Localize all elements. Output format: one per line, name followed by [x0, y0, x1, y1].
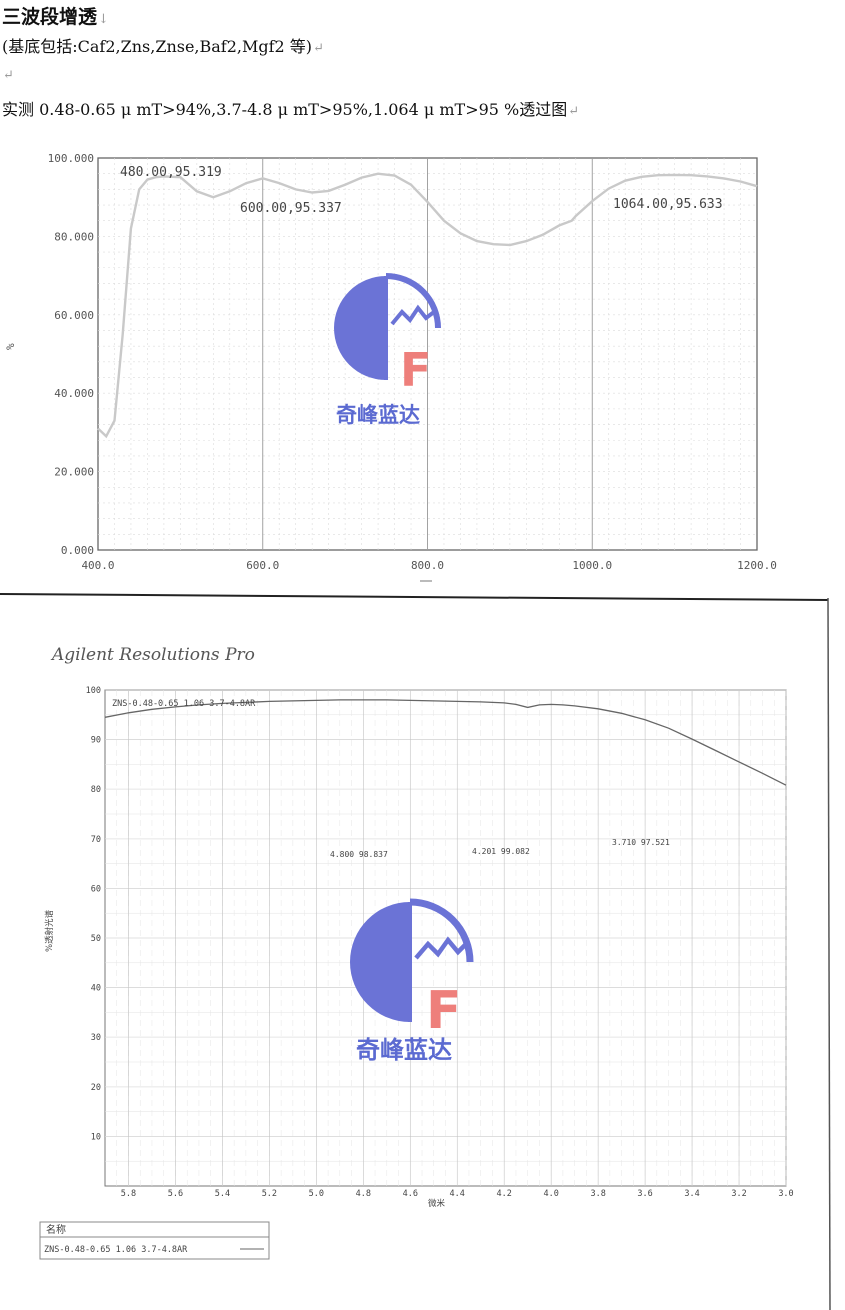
agilent-brand: Agilent Resolutions Pro — [50, 645, 255, 665]
chart2-x-tick-label: 4.6 — [403, 1189, 418, 1199]
chart2-x-tick-label: 5.0 — [309, 1189, 324, 1199]
legend-entry: ZNS-0.48-0.65 1.06 3.7-4.8AR — [44, 1245, 188, 1255]
chart2-x-tick-label: 4.4 — [450, 1189, 465, 1199]
chart2-y-tick-label: 100 — [86, 686, 101, 696]
chart2-x-tick-label: 5.2 — [262, 1189, 277, 1199]
chart2-x-tick-label: 3.8 — [590, 1189, 605, 1199]
chart1-ticks: 400.0 600.0 800.0 1000.0 1200.0 0.000 20.000 40… — [48, 152, 777, 572]
chart1-x-tick-label: 800.0 — [411, 559, 444, 572]
chart2-series-line — [104, 699, 787, 786]
document-title: 三波段增透↓ — [2, 6, 109, 28]
chart1-x-tick-label: 1000.0 — [572, 559, 612, 572]
chart1-x-tick-label: 600.0 — [246, 559, 279, 572]
scan-top-edge — [0, 593, 829, 601]
chart1-y-tick-label: 100.000 — [48, 152, 94, 165]
chart2-annotation: 4.800 98.837 — [330, 850, 388, 859]
chart2-x-tick-label: 5.4 — [215, 1189, 230, 1199]
logo-text: 奇峰蓝达 — [336, 403, 420, 427]
chart2-annotations: 4.800 98.837 4.201 99.082 3.710 97.521 — [330, 838, 670, 859]
chart2-y-tick-label: 80 — [91, 785, 101, 795]
chart2-y-tick-label: 60 — [91, 884, 101, 894]
chart1-y-tick-label: 60.000 — [54, 309, 94, 322]
chart2-x-tick-label: 5.6 — [168, 1189, 183, 1199]
logo-letter: F — [400, 343, 431, 397]
chart1-annotation: 480.00,95.319 — [120, 165, 222, 180]
chart2-x-tick-label: 5.8 — [121, 1189, 136, 1199]
chart1-y-tick-label: 0.000 — [61, 544, 94, 557]
chart2-x-tick-label: 3.2 — [731, 1189, 746, 1199]
chart2-x-tick-label: 4.0 — [543, 1189, 558, 1199]
logo-text: 奇峰蓝达 — [356, 1036, 452, 1064]
chart2-y-tick-label: 20 — [91, 1083, 101, 1093]
substrate-list: (基底包括:Caf2,Zns,Znse,Baf2,Mgf2 等)↵ — [2, 37, 324, 56]
ir-transmission-scan: Agilent Resolutions Pro 10 20 30 40 50 60 70 80… — [0, 593, 831, 1310]
chart2-x-tick-label: 4.2 — [497, 1189, 512, 1199]
chart2-x-tick-label: 3.6 — [637, 1189, 652, 1199]
logo-mark: F — [334, 273, 441, 397]
chart1-y-tick-label: 40.000 — [54, 387, 94, 400]
chart2-y-tick-label: 50 — [91, 934, 101, 944]
chart2-ticks: 10 20 30 40 50 60 70 80 90 100 5.8 5.6 5.4 5.2 5.0 4.8 4… — [86, 686, 794, 1199]
measurement-spec: 实测 0.48-0.65 μ mT>94%,3.7-4.8 μ mT>95%,1… — [2, 100, 580, 119]
logo-letter: F — [426, 981, 462, 1041]
chart2-x-axis-label: 微米 — [428, 1198, 446, 1209]
legend-header: 名称 — [46, 1223, 66, 1236]
chart2-legend: 名称 ZNS-0.48-0.65 1.06 3.7-4.8AR — [39, 1221, 270, 1260]
chart2-x-tick-label: 3.4 — [684, 1189, 699, 1199]
chart1-y-axis-label: % — [4, 343, 17, 350]
chart2-y-tick-label: 90 — [91, 736, 101, 746]
scan-right-edge — [827, 597, 831, 1310]
chart2-y-axis-label: %透射光谱 — [44, 909, 55, 952]
empty-paragraph: ↵ — [3, 68, 14, 83]
chart1-series-line — [97, 172, 758, 439]
chart2-y-tick-label: 30 — [91, 1033, 101, 1043]
chart1-x-tick-label: 400.0 — [81, 559, 114, 572]
chart2-header-label: ZNS-0.48-0.65 1.06 3.7-4.8AR — [112, 699, 256, 709]
chart2-annotation: 4.201 99.082 — [472, 847, 530, 856]
chart1-grid — [97, 157, 758, 551]
chart1-x-tick-label: 1200.0 — [737, 559, 777, 572]
chart2-x-tick-label: 3.0 — [778, 1189, 793, 1199]
chart1-annotations: 480.00,95.319 600.00,95.337 1064.00,95.633 — [120, 165, 723, 216]
chart2-grid — [105, 689, 787, 1186]
chart1-annotation: 600.00,95.337 — [240, 201, 342, 216]
chart2-x-tick-label: 4.8 — [356, 1189, 371, 1199]
chart1-y-tick-label: 80.000 — [54, 230, 94, 243]
chart2-y-tick-label: 70 — [91, 835, 101, 845]
chart2-y-tick-label: 40 — [91, 984, 101, 994]
chart1-annotation: 1064.00,95.633 — [613, 197, 723, 212]
chart2-annotation: 3.710 97.521 — [612, 838, 670, 847]
visible-transmission-chart: 400.0 600.0 800.0 1000.0 1200.0 0.000 20.000 40… — [4, 152, 777, 582]
chart1-y-tick-label: 20.000 — [54, 466, 94, 479]
logo-mark: F — [350, 898, 474, 1041]
chart2-y-tick-label: 10 — [91, 1132, 101, 1142]
